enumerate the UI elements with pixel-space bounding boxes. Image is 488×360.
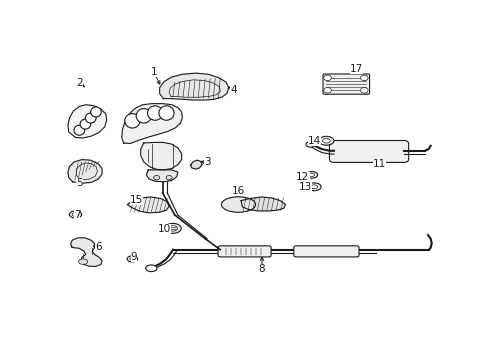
FancyBboxPatch shape	[329, 140, 408, 162]
Ellipse shape	[72, 212, 79, 216]
Polygon shape	[127, 197, 169, 213]
Ellipse shape	[129, 257, 135, 260]
Polygon shape	[241, 197, 285, 211]
Ellipse shape	[147, 106, 163, 120]
FancyBboxPatch shape	[293, 246, 358, 257]
Polygon shape	[122, 104, 182, 144]
Ellipse shape	[80, 119, 90, 129]
Text: 14: 14	[307, 136, 320, 146]
Ellipse shape	[307, 183, 321, 191]
Ellipse shape	[305, 172, 317, 178]
Text: 5: 5	[76, 178, 82, 188]
Polygon shape	[70, 238, 102, 266]
Ellipse shape	[90, 107, 101, 117]
Ellipse shape	[164, 223, 181, 233]
Ellipse shape	[79, 259, 87, 264]
Ellipse shape	[166, 175, 172, 180]
Polygon shape	[190, 160, 202, 169]
Ellipse shape	[74, 125, 84, 135]
Text: 6: 6	[95, 242, 102, 252]
Ellipse shape	[360, 87, 367, 93]
Ellipse shape	[159, 106, 174, 120]
Text: 16: 16	[231, 186, 244, 196]
Ellipse shape	[153, 175, 159, 180]
Polygon shape	[68, 105, 106, 138]
Ellipse shape	[85, 113, 96, 123]
Text: 10: 10	[157, 224, 170, 234]
Ellipse shape	[145, 265, 157, 271]
Ellipse shape	[221, 197, 255, 212]
Ellipse shape	[323, 87, 331, 93]
Text: 13: 13	[298, 183, 311, 192]
Text: 8: 8	[258, 264, 265, 274]
Text: 17: 17	[349, 64, 363, 74]
Ellipse shape	[310, 185, 317, 189]
Polygon shape	[141, 143, 181, 170]
Text: 7: 7	[74, 210, 80, 220]
Ellipse shape	[136, 109, 151, 123]
Ellipse shape	[323, 75, 331, 81]
Ellipse shape	[322, 139, 329, 143]
Text: 1: 1	[150, 67, 157, 77]
Ellipse shape	[305, 141, 314, 147]
Polygon shape	[146, 170, 178, 182]
Text: 11: 11	[372, 159, 386, 169]
Text: 12: 12	[296, 172, 309, 182]
Ellipse shape	[360, 75, 367, 81]
FancyBboxPatch shape	[218, 246, 270, 257]
Ellipse shape	[69, 211, 81, 218]
Text: 3: 3	[203, 157, 210, 167]
Ellipse shape	[124, 114, 140, 128]
Polygon shape	[159, 73, 228, 100]
Ellipse shape	[127, 256, 138, 262]
Ellipse shape	[309, 173, 314, 176]
FancyBboxPatch shape	[323, 74, 369, 94]
Text: 15: 15	[129, 195, 142, 205]
Text: 4: 4	[230, 85, 236, 95]
Text: 9: 9	[130, 252, 137, 262]
Ellipse shape	[168, 226, 177, 231]
Text: 2: 2	[76, 78, 82, 89]
Polygon shape	[68, 159, 102, 183]
Ellipse shape	[318, 136, 333, 145]
